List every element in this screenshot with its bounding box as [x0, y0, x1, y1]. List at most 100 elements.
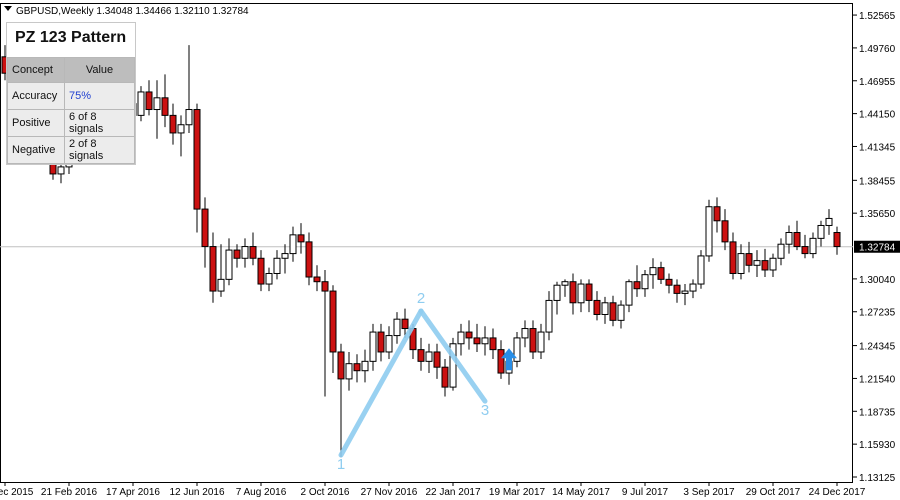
x-tick-label: 29 Oct 2017 — [746, 487, 801, 498]
candle — [329, 285, 337, 374]
candle — [185, 45, 193, 133]
candle — [601, 296, 609, 324]
candle — [473, 323, 481, 352]
bear-candle-body — [473, 337, 481, 345]
x-tick-label: 27 Dec 2015 — [0, 487, 34, 498]
candle — [529, 320, 537, 359]
row-value: 6 of 8 signals — [64, 109, 135, 137]
chart-header: GBPUSD,Weekly 1.34048 1.34466 1.32110 1.… — [16, 6, 249, 17]
x-tick-label: 3 Sep 2017 — [683, 487, 735, 498]
candle — [385, 326, 393, 359]
candle — [609, 295, 617, 327]
bear-candle-body — [209, 246, 217, 292]
bear-candle-body — [441, 366, 449, 388]
bull-candle-body — [577, 283, 585, 304]
candle — [137, 86, 145, 122]
bull-candle-body — [617, 304, 625, 321]
candle — [337, 343, 345, 458]
bull-candle-body — [753, 260, 761, 266]
bear-candle-body — [145, 91, 153, 111]
candle — [713, 197, 721, 233]
y-tick-label: 1.13125 — [859, 473, 896, 484]
candle — [737, 244, 745, 280]
candle — [569, 273, 577, 315]
x-tick-label: 12 Jun 2016 — [169, 487, 224, 498]
bear-candle-body — [329, 290, 337, 353]
bull-candle-body — [777, 243, 785, 259]
bear-candle-body — [433, 351, 441, 368]
bear-candle-body — [665, 278, 673, 286]
candle — [153, 80, 161, 139]
bull-candle-body — [817, 224, 825, 239]
pattern-info-panel: PZ 123 Pattern Concept Value Accuracy 75… — [6, 22, 136, 165]
bear-candle-body — [793, 232, 801, 248]
x-tick-label: 7 Aug 2016 — [236, 487, 287, 498]
bear-candle-body — [657, 267, 665, 280]
table-row: Accuracy 75% — [7, 82, 135, 110]
bear-candle-body — [401, 318, 409, 330]
bear-candle-body — [161, 97, 169, 116]
pattern-point-label: 2 — [417, 290, 425, 307]
candle — [697, 250, 705, 289]
bear-candle-body — [633, 281, 641, 290]
x-tick-label: 19 Mar 2017 — [489, 487, 546, 498]
bear-candle-body — [729, 241, 737, 274]
y-tick-label: 1.18735 — [859, 407, 896, 418]
candle — [577, 279, 585, 313]
candle — [593, 291, 601, 321]
bear-candle-body — [593, 299, 601, 315]
x-tick-label: 27 Nov 2016 — [361, 487, 418, 498]
candle — [553, 281, 561, 315]
candle — [585, 279, 593, 313]
bull-candle-body — [561, 281, 569, 286]
bull-candle-body — [705, 206, 713, 257]
candle — [401, 308, 409, 338]
bull-candle-body — [601, 302, 609, 315]
bear-candle-body — [721, 220, 729, 243]
candle — [201, 197, 209, 268]
bear-candle-body — [745, 253, 753, 266]
bull-candle-body — [769, 257, 777, 271]
bull-candle-body — [649, 267, 657, 276]
candle — [801, 234, 809, 259]
x-tick-label: 21 Feb 2016 — [41, 487, 98, 498]
candle — [489, 328, 497, 359]
bull-candle-body — [153, 97, 161, 111]
bull-candle-body — [185, 109, 193, 126]
table-row: Negative 2 of 8 signals — [7, 136, 135, 164]
bear-candle-body — [417, 349, 425, 362]
bull-candle-body — [369, 331, 377, 362]
bear-candle-body — [465, 331, 473, 339]
candle — [761, 248, 769, 278]
bull-candle-body — [481, 337, 489, 345]
y-tick-label: 1.21540 — [859, 374, 896, 385]
candle — [345, 351, 353, 391]
bear-candle-body — [169, 114, 177, 134]
bull-candle-body — [177, 124, 185, 134]
bull-candle-body — [273, 257, 281, 274]
row-value: 75% — [64, 82, 135, 110]
candle — [417, 337, 425, 371]
bear-candle-body — [257, 257, 265, 285]
pattern-point-label: 1 — [337, 456, 345, 473]
candle — [313, 265, 321, 292]
candle — [209, 232, 217, 303]
x-tick-label: 17 Apr 2016 — [106, 487, 160, 498]
x-tick-label: 9 Jul 2017 — [622, 487, 669, 498]
bull-candle-body — [137, 91, 145, 116]
bear-candle-body — [569, 281, 577, 304]
header-concept: Concept — [7, 57, 65, 83]
bull-candle-body — [697, 255, 705, 285]
candle — [793, 220, 801, 251]
y-tick-label: 1.44150 — [859, 110, 896, 121]
bear-candle-body — [193, 109, 201, 210]
bear-candle-body — [497, 349, 505, 374]
candle — [193, 103, 201, 233]
bull-candle-body — [553, 284, 561, 301]
bull-candle-body — [241, 246, 249, 259]
candle — [649, 258, 657, 289]
bull-candle-body — [689, 283, 697, 292]
y-tick-label: 1.49760 — [859, 44, 896, 55]
candle — [665, 273, 673, 294]
